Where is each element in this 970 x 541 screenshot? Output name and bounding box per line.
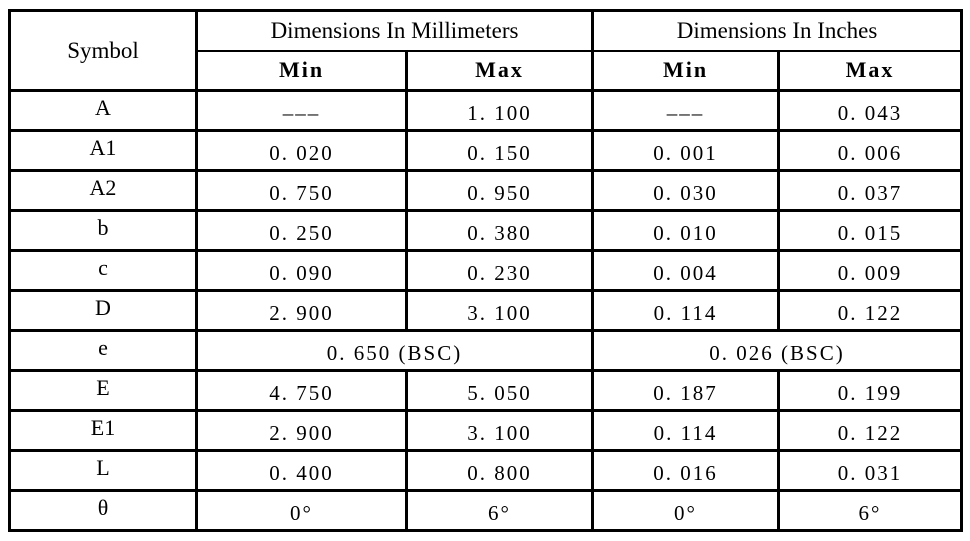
table-row-L: L 0. 400 0. 800 0. 016 0. 031	[8, 449, 964, 492]
value-cell: 0. 009	[776, 249, 964, 292]
in-max-header: Max	[776, 49, 964, 92]
dimensions-table: Symbol Dimensions In Millimeters Dimensi…	[8, 9, 964, 532]
value-cell-merged-in: 0. 026 (BSC)	[590, 329, 964, 372]
mm-min-header: Min	[195, 49, 408, 92]
value-cell: 0. 199	[776, 369, 964, 412]
value-cell: 0. 114	[591, 289, 780, 332]
value-cell: 0. 010	[591, 209, 780, 252]
symbol-cell: A2	[8, 169, 198, 212]
value-cell: 0. 016	[591, 449, 780, 492]
value-cell: 0. 380	[405, 209, 594, 252]
symbol-cell: c	[8, 249, 198, 292]
value-cell: 0. 020	[195, 129, 408, 172]
value-cell: 0. 090	[195, 249, 408, 292]
value-cell: 0. 230	[405, 249, 594, 292]
value-cell: 0. 030	[591, 169, 780, 212]
table-row-A: A ––– 1. 100 ––– 0. 043	[8, 89, 964, 132]
value-cell: 3. 100	[405, 289, 594, 332]
value-cell: 0°	[195, 489, 408, 532]
table-row-b: b 0. 250 0. 380 0. 010 0. 015	[8, 209, 964, 252]
value-cell-merged-mm: 0. 650 (BSC)	[195, 329, 594, 372]
value-cell: 0. 114	[591, 409, 780, 452]
value-cell: 0. 950	[405, 169, 594, 212]
symbol-column-header: Symbol	[8, 9, 198, 92]
mm-max-header: Max	[405, 49, 594, 92]
symbol-cell: E	[8, 369, 198, 412]
value-cell: 0. 006	[776, 129, 964, 172]
value-cell: 0. 187	[591, 369, 780, 412]
symbol-cell: L	[8, 449, 198, 492]
value-cell: 6°	[405, 489, 594, 532]
table-row-E: E 4. 750 5. 050 0. 187 0. 199	[8, 369, 964, 412]
in-min-header: Min	[591, 49, 780, 92]
value-cell: 0. 800	[405, 449, 594, 492]
value-cell: 0°	[591, 489, 780, 532]
value-cell: 0. 037	[776, 169, 964, 212]
value-cell: 4. 750	[195, 369, 408, 412]
symbol-cell: D	[8, 289, 198, 332]
value-cell: 5. 050	[405, 369, 594, 412]
header-row-minmax: Min Max Min Max	[10, 49, 964, 92]
table-row-theta: θ 0° 6° 0° 6°	[8, 489, 964, 532]
value-cell: 2. 900	[195, 409, 408, 452]
value-cell: 0. 122	[776, 409, 964, 452]
value-cell: –––	[195, 89, 408, 132]
table-row-c: c 0. 090 0. 230 0. 004 0. 009	[8, 249, 964, 292]
symbol-cell: e	[8, 329, 198, 372]
value-cell: 0. 015	[776, 209, 964, 252]
symbol-cell: E1	[8, 409, 198, 452]
value-cell: 0. 750	[195, 169, 408, 212]
inches-group-header: Dimensions In Inches	[590, 9, 964, 52]
value-cell: 6°	[776, 489, 964, 532]
millimeters-group-header: Dimensions In Millimeters	[195, 9, 594, 52]
value-cell: 0. 004	[591, 249, 780, 292]
symbol-cell: θ	[8, 489, 198, 532]
table-row-E1: E1 2. 900 3. 100 0. 114 0. 122	[8, 409, 964, 452]
value-cell: 0. 001	[591, 129, 780, 172]
symbol-cell: b	[8, 209, 198, 252]
value-cell: 0. 400	[195, 449, 408, 492]
table-row-e: e 0. 650 (BSC) 0. 026 (BSC)	[8, 329, 964, 372]
value-cell: 1. 100	[405, 89, 594, 132]
header-row-groups: Symbol Dimensions In Millimeters Dimensi…	[8, 9, 964, 92]
symbol-cell: A	[8, 89, 198, 132]
value-cell: 2. 900	[195, 289, 408, 332]
value-cell: –––	[591, 89, 780, 132]
value-cell: 3. 100	[405, 409, 594, 452]
value-cell: 0. 150	[405, 129, 594, 172]
table-row-A1: A1 0. 020 0. 150 0. 001 0. 006	[8, 129, 964, 172]
value-cell: 0. 043	[776, 89, 964, 132]
table-row-A2: A2 0. 750 0. 950 0. 030 0. 037	[8, 169, 964, 212]
value-cell: 0. 122	[776, 289, 964, 332]
value-cell: 0. 031	[776, 449, 964, 492]
value-cell: 0. 250	[195, 209, 408, 252]
symbol-cell: A1	[8, 129, 198, 172]
table-row-D: D 2. 900 3. 100 0. 114 0. 122	[8, 289, 964, 332]
